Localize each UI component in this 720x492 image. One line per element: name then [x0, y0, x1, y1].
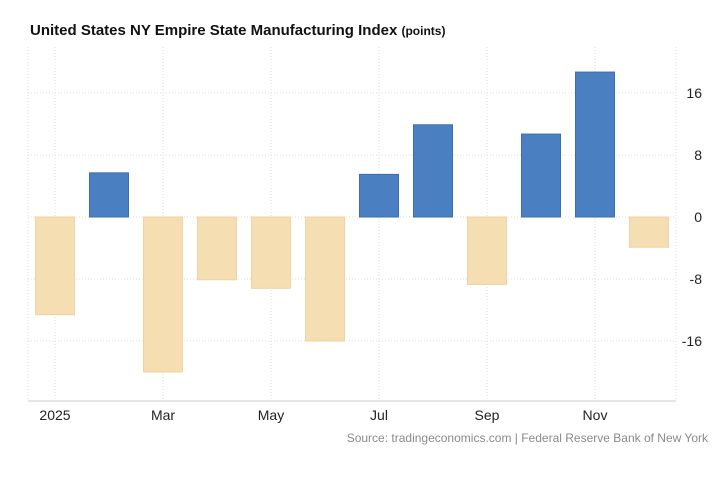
- x-tick-label: 2025: [39, 407, 70, 423]
- bar-jun-2025[interactable]: [305, 216, 345, 342]
- y-tick-label: -8: [690, 271, 703, 287]
- bar-feb-2025[interactable]: [89, 172, 129, 218]
- x-tick-label: Mar: [151, 407, 175, 423]
- bar-apr-2025[interactable]: [197, 216, 237, 281]
- x-tick-label: Jul: [370, 407, 388, 423]
- bar-jan-2025[interactable]: [35, 216, 75, 316]
- x-tick-label: May: [258, 407, 284, 423]
- source-note: Source: tradingeconomics.com | Federal R…: [346, 431, 708, 445]
- bar-mar-2025[interactable]: [143, 216, 183, 373]
- bar-dec-2025[interactable]: [629, 216, 669, 248]
- bar-oct-2025[interactable]: [521, 133, 561, 218]
- bar-nov-2025[interactable]: [575, 71, 615, 218]
- y-tick-label: 16: [686, 85, 702, 101]
- bar-jul-2025[interactable]: [359, 173, 399, 218]
- chart-title-text: United States NY Empire State Manufactur…: [30, 22, 398, 39]
- bar-may-2025[interactable]: [251, 216, 291, 289]
- x-tick-label: Nov: [583, 407, 608, 423]
- y-tick-label: -16: [682, 333, 702, 349]
- bar-sep-2025[interactable]: [467, 216, 507, 285]
- axis-layer: 16 8 0 -8 -16 2025 Mar May Jul Sep Nov: [39, 85, 702, 423]
- bar-layer: [35, 71, 669, 373]
- x-tick-label: Sep: [475, 407, 500, 423]
- chart-title: United States NY Empire State Manufactur…: [30, 22, 445, 39]
- bar-aug-2025[interactable]: [413, 124, 453, 218]
- chart-unit: (points): [401, 24, 446, 38]
- y-tick-label: 8: [694, 147, 702, 163]
- y-tick-label: 0: [694, 209, 702, 225]
